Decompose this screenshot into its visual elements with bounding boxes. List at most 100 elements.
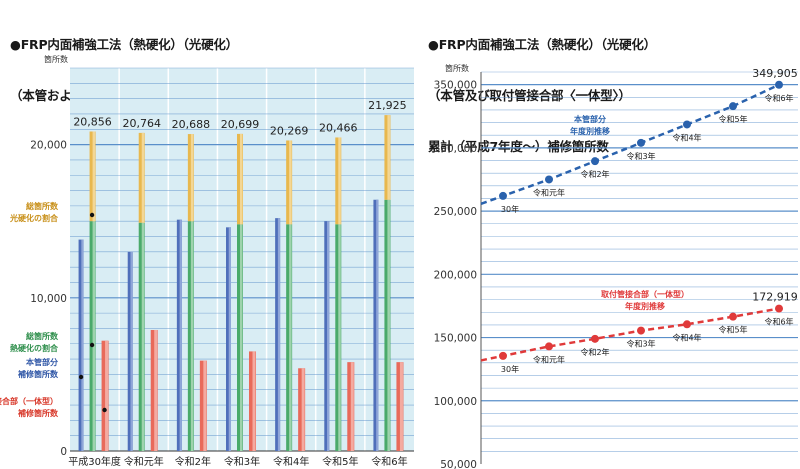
- annotation-dot: [78, 374, 84, 380]
- x-tick-label: 令和6年: [371, 455, 407, 468]
- bar-thermal-highlight: [190, 221, 194, 451]
- bar-light-highlight: [240, 133, 243, 225]
- bar-light-highlight: [92, 131, 96, 222]
- data-point: [591, 157, 599, 166]
- series-label: 本管部分: [573, 114, 606, 124]
- bar-thermal-highlight: [289, 224, 292, 451]
- bar-honkan: [324, 221, 330, 451]
- bar-honkan-highlight: [277, 218, 281, 451]
- left-bar-chart: 箇所数 0 10,000 20,000 20,856 平成30年度 20,764 令和元年 20…: [0, 54, 414, 468]
- series-label: 取付管接合部（一体型）: [601, 289, 689, 299]
- right-chart-title: ●FRP内面補強工法（熱硬化）（光硬化） （本管及び取付管接合部〈一体型〉） 累…: [428, 2, 656, 172]
- bar-joint-highlight: [252, 351, 256, 451]
- point-label: 30年: [501, 364, 519, 374]
- bar-joint-highlight: [350, 362, 354, 451]
- point-label: 令和元年: [533, 187, 565, 197]
- total-label: 20,466: [319, 121, 358, 134]
- point-label: 令和4年: [672, 132, 701, 142]
- bar-light-highlight: [141, 132, 145, 223]
- bar-light-highlight: [387, 115, 390, 200]
- y-tick-label: 150,000: [434, 333, 477, 345]
- point-label: 令和3年: [626, 339, 655, 349]
- data-point: [775, 304, 783, 313]
- bar-honkan-highlight: [81, 239, 84, 451]
- y-tick-label: 200,000: [434, 269, 477, 281]
- bar-light-highlight: [289, 140, 292, 225]
- x-tick-label: 令和5年: [322, 455, 358, 468]
- data-point: [775, 80, 783, 89]
- bar-thermal-highlight: [92, 221, 96, 451]
- point-label: 令和6年: [764, 93, 793, 103]
- point-label: 令和元年: [533, 354, 565, 364]
- bar-light-highlight: [190, 134, 194, 222]
- annotation-dot: [89, 342, 95, 348]
- annotation-dot: [102, 407, 107, 413]
- y-tick-label: 300,000: [434, 143, 477, 155]
- bar-thermal-highlight: [141, 222, 145, 451]
- annotation-text: 熱硬化の割合: [10, 343, 59, 353]
- data-point: [499, 351, 507, 360]
- data-point: [683, 120, 691, 129]
- total-label: 20,764: [122, 117, 161, 130]
- end-value-label: 172,919: [752, 291, 798, 304]
- y-axis-label: 箇所数: [44, 54, 68, 64]
- end-value-label: 349,905: [752, 67, 798, 80]
- annotation-text: 総箇所数: [26, 201, 59, 211]
- right-title-line-1: ●FRP内面補強工法（熱硬化）（光硬化）: [428, 37, 656, 52]
- y-axis-label: 箇所数: [445, 63, 469, 73]
- total-label: 20,856: [73, 115, 112, 128]
- total-label: 21,925: [368, 99, 407, 112]
- point-label: 令和4年: [672, 332, 701, 342]
- bar-honkan: [127, 251, 133, 451]
- y-tick-label: 350,000: [434, 80, 477, 92]
- y-tick-label: 100,000: [434, 396, 477, 408]
- bar-honkan-highlight: [228, 227, 231, 451]
- point-label: 令和3年: [626, 151, 655, 161]
- y-tick-label: 0: [60, 446, 67, 458]
- line-honkan: [480, 83, 780, 205]
- x-tick-label: 令和3年: [224, 455, 260, 468]
- bar-joint-highlight: [203, 360, 207, 451]
- bar-joint-highlight: [105, 340, 109, 451]
- total-label: 20,269: [270, 124, 309, 137]
- series-label: 年度別推移: [570, 126, 610, 136]
- bar-light-highlight: [338, 137, 341, 225]
- data-point: [591, 334, 599, 343]
- bar-honkan: [78, 239, 84, 451]
- bar-thermal-highlight: [338, 224, 341, 451]
- data-point: [729, 102, 737, 111]
- annotation-text: 総箇所数: [26, 331, 59, 341]
- bar-thermal-highlight: [387, 199, 390, 451]
- bar-honkan: [226, 227, 231, 451]
- data-point: [499, 191, 507, 200]
- y-tick-label: 20,000: [30, 140, 67, 152]
- annotation-text: 接合部（一体型）: [0, 396, 58, 406]
- x-tick-label: 平成30年度: [68, 455, 121, 468]
- point-label: 令和2年: [580, 347, 609, 357]
- left-title-line-1: ●FRP内面補強工法（熱硬化）（光硬化）: [10, 37, 238, 52]
- data-point: [545, 342, 553, 351]
- point-label: 令和5年: [718, 114, 747, 124]
- point-label: 令和5年: [718, 325, 747, 335]
- annotation-text: 光硬化の割合: [9, 213, 59, 223]
- data-point: [683, 320, 691, 329]
- right-title-line-3: 累計（平成7年度～）補修箇所数: [428, 139, 609, 154]
- bar-honkan-highlight: [327, 221, 330, 451]
- point-label: 30年: [501, 204, 519, 214]
- data-point: [545, 175, 553, 184]
- bar-joint-highlight: [301, 368, 305, 451]
- point-label: 令和6年: [764, 317, 793, 327]
- bar-thermal-highlight: [240, 224, 243, 451]
- right-title-line-2: （本管及び取付管接合部〈一体型〉）: [428, 88, 631, 103]
- line-joint: [480, 307, 780, 362]
- annotation-text: 本管部分: [25, 357, 58, 367]
- y-tick-label: 10,000: [30, 293, 67, 305]
- point-label: 令和2年: [580, 169, 609, 179]
- annotation-text: 補修箇所数: [17, 369, 59, 379]
- annotation-dot: [89, 212, 95, 218]
- x-tick-label: 令和4年: [273, 455, 309, 468]
- bar-honkan-highlight: [179, 219, 182, 451]
- data-point: [637, 326, 645, 335]
- bar-honkan-highlight: [130, 251, 133, 451]
